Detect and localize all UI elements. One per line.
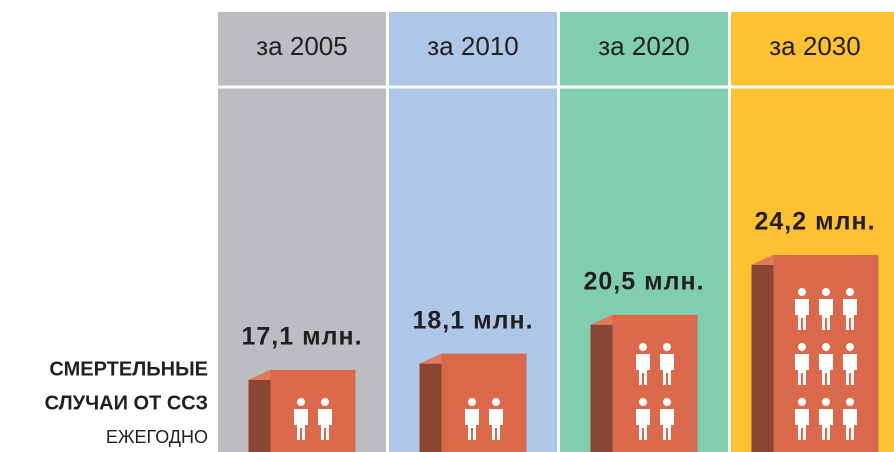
bar-side (249, 370, 271, 452)
column-header: за 2030 (769, 31, 860, 61)
chart: СМЕРТЕЛЬНЫЕ СЛУЧАИ ОТ ССЗ ЕЖЕГОДНО за 20… (0, 0, 894, 452)
side-label: СМЕРТЕЛЬНЫЕ (49, 358, 208, 380)
value-label: 24,2 млн. (754, 208, 875, 236)
bar-front (613, 315, 698, 452)
bar-front (442, 354, 527, 452)
bar-side (420, 354, 442, 452)
column-header: за 2005 (256, 31, 347, 61)
side-label: СЛУЧАИ ОТ ССЗ (45, 392, 208, 414)
value-label: 18,1 млн. (412, 306, 533, 334)
bar (591, 315, 698, 452)
bar-side (752, 255, 774, 452)
bar (420, 354, 527, 452)
bar (249, 370, 356, 452)
bar (752, 255, 879, 452)
column-header: за 2010 (427, 31, 518, 61)
bar-side (591, 315, 613, 452)
column-header: за 2020 (598, 31, 689, 61)
value-label: 17,1 млн. (241, 323, 362, 351)
bar-front (271, 370, 356, 452)
side-label: ЕЖЕГОДНО (106, 427, 208, 447)
value-label: 20,5 млн. (583, 268, 704, 296)
